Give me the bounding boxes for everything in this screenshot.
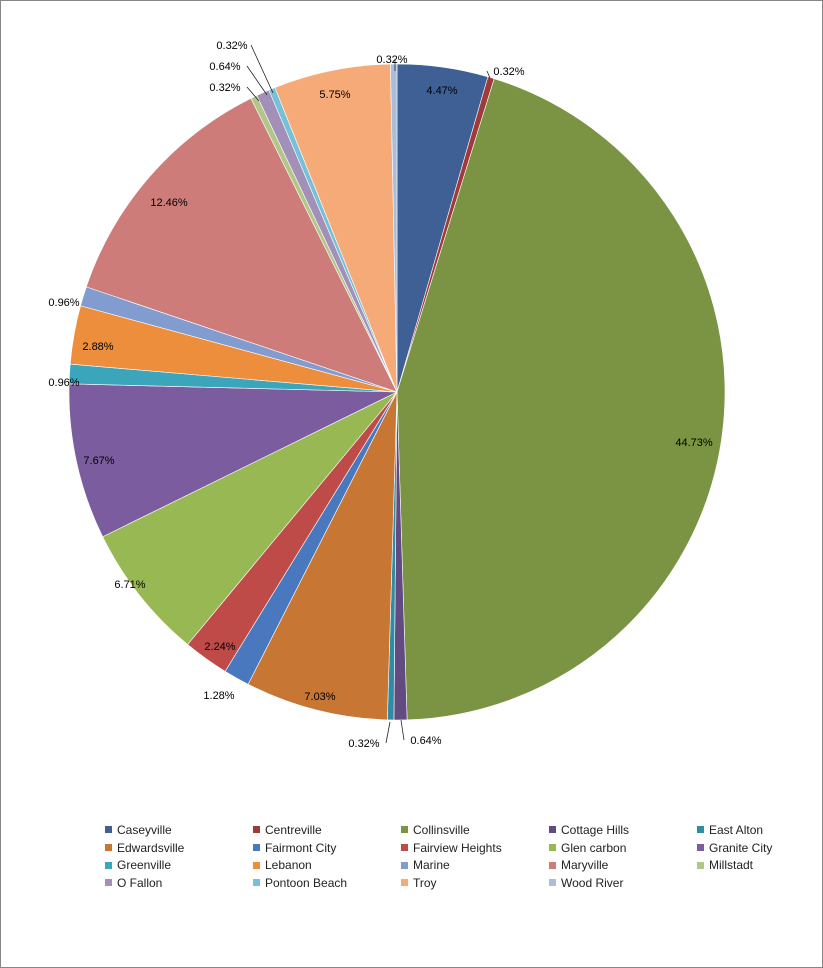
legend-swatch [549, 861, 556, 869]
data-label: 0.96% [48, 297, 79, 309]
legend-item: Millstadt [697, 856, 817, 874]
leader-line [246, 65, 268, 96]
legend-swatch [401, 826, 408, 834]
leader-line [246, 86, 260, 102]
legend-swatch [253, 826, 260, 834]
data-label: 0.32% [216, 40, 247, 52]
legend: Caseyville Centreville Collinsville Cottage… [105, 821, 805, 892]
data-label: 7.03% [304, 691, 335, 703]
legend-swatch [549, 879, 556, 887]
data-label: 12.46% [150, 197, 188, 209]
slice-wood-river [390, 63, 398, 393]
legend-item: Caseyville [105, 821, 253, 839]
slice-collinsville [396, 78, 726, 721]
legend-item: Marine [401, 856, 549, 874]
legend-swatch [105, 826, 112, 834]
legend-swatch [105, 861, 112, 869]
legend-label: Lebanon [265, 858, 312, 873]
leader-lines [246, 44, 491, 744]
data-label: 0.64% [410, 735, 441, 747]
leader-line [400, 719, 405, 741]
leader-line [250, 44, 274, 94]
data-label: 6.71% [114, 579, 145, 591]
legend-item: Fairmont City [253, 839, 401, 857]
data-label: 0.32% [493, 66, 524, 78]
legend-item: Edwardsville [105, 839, 253, 857]
legend-item: Fairview Heights [401, 839, 549, 857]
legend-label: East Alton [709, 822, 764, 837]
legend-label: Glen carbon [561, 840, 627, 855]
legend-label: Marine [413, 858, 450, 873]
slice-glen-carbon [102, 391, 398, 645]
legend-swatch [401, 879, 408, 887]
legend-label: Fairview Heights [413, 840, 502, 855]
legend-label: Pontoon Beach [265, 875, 348, 890]
data-label: 7.67% [83, 455, 114, 467]
legend-swatch [105, 844, 112, 852]
legend-label: Greenville [117, 858, 172, 873]
legend-item: O Fallon [105, 874, 253, 892]
legend-swatch [697, 861, 704, 869]
legend-swatch [697, 844, 704, 852]
data-label: 2.24% [204, 641, 235, 653]
leader-line [385, 721, 391, 744]
legend-label: Cottage Hills [561, 822, 630, 837]
legend-swatch [401, 861, 408, 869]
data-label: 0.96% [48, 377, 79, 389]
pie-slices [68, 63, 726, 721]
data-label: 44.73% [675, 437, 713, 449]
legend-swatch [697, 826, 704, 834]
data-label: 1.28% [203, 690, 234, 702]
legend-label: Caseyville [117, 822, 172, 837]
legend-item: Granite City [697, 839, 817, 857]
legend-label: Millstadt [709, 858, 754, 873]
legend-item: Glen carbon [549, 839, 697, 857]
legend-swatch [549, 826, 556, 834]
legend-item: East Alton [697, 821, 817, 839]
legend-item: Collinsville [401, 821, 549, 839]
legend-item: Wood River [549, 874, 697, 892]
legend-swatch [253, 861, 260, 869]
data-label: 0.32% [209, 82, 240, 94]
slice-edwardsville [247, 391, 398, 721]
data-label: 0.32% [376, 54, 407, 66]
legend-item: Centreville [253, 821, 401, 839]
legend-swatch [549, 844, 556, 852]
leader-line [486, 70, 491, 79]
slice-granite-city [68, 383, 398, 538]
legend-item: Lebanon [253, 856, 401, 874]
legend-label: Edwardsville [117, 840, 185, 855]
legend-label: O Fallon [117, 875, 163, 890]
data-labels: 4.47% 0.32% 44.73% 0.64% 0.32% 7.03% 1.28% 2.24… [48, 40, 712, 750]
data-label: 5.75% [319, 89, 350, 101]
legend-item: Maryville [549, 856, 697, 874]
slice-maryville [85, 97, 398, 393]
legend-swatch [105, 879, 112, 887]
legend-label: Granite City [709, 840, 773, 855]
legend-label: Fairmont City [265, 840, 337, 855]
legend-item: Cottage Hills [549, 821, 697, 839]
legend-item: Pontoon Beach [253, 874, 401, 892]
legend-label: Centreville [265, 822, 322, 837]
legend-item: Greenville [105, 856, 253, 874]
legend-label: Troy [413, 875, 437, 890]
legend-item: Troy [401, 874, 549, 892]
data-label: 4.47% [426, 85, 457, 97]
data-label: 0.64% [209, 61, 240, 73]
data-label: 2.88% [82, 341, 113, 353]
legend-swatch [253, 879, 260, 887]
data-label: 0.32% [348, 738, 379, 750]
legend-swatch [253, 844, 260, 852]
legend-label: Maryville [561, 858, 609, 873]
legend-label: Collinsville [413, 822, 470, 837]
legend-swatch [401, 844, 408, 852]
legend-label: Wood River [561, 875, 624, 890]
